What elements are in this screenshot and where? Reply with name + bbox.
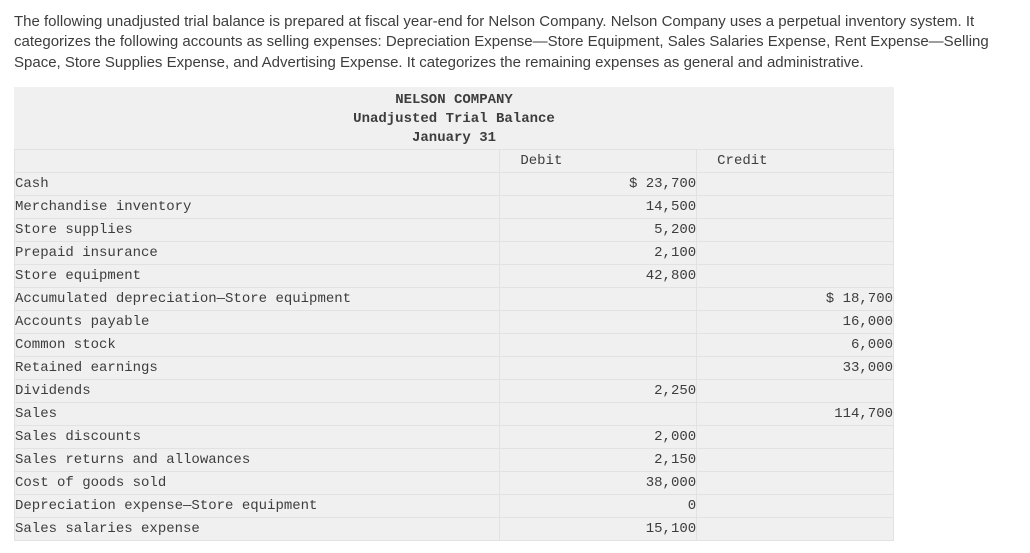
credit-cell <box>697 173 894 196</box>
debit-cell: 15,100 <box>500 518 697 541</box>
debit-cell: $ 23,700 <box>500 173 697 196</box>
debit-cell <box>500 288 697 311</box>
debit-cell: 2,100 <box>500 242 697 265</box>
credit-cell <box>697 518 894 541</box>
table-row: Dividends2,250 <box>15 380 894 403</box>
account-label: Retained earnings <box>15 357 500 380</box>
account-label: Merchandise inventory <box>15 196 500 219</box>
trial-balance-table: Debit Credit Cash$ 23,700Merchandise inv… <box>14 149 894 541</box>
credit-cell: 33,000 <box>697 357 894 380</box>
credit-header: Credit <box>697 150 894 173</box>
table-row: Sales returns and allowances2,150 <box>15 449 894 472</box>
debit-cell: 2,000 <box>500 426 697 449</box>
table-row: Merchandise inventory14,500 <box>15 196 894 219</box>
credit-cell <box>697 380 894 403</box>
account-label: Sales discounts <box>15 426 500 449</box>
credit-cell <box>697 426 894 449</box>
table-row: Store equipment42,800 <box>15 265 894 288</box>
table-row: Sales 114,700 <box>15 403 894 426</box>
credit-cell: $ 18,700 <box>697 288 894 311</box>
account-label: Prepaid insurance <box>15 242 500 265</box>
trial-balance-container: NELSON COMPANY Unadjusted Trial Balance … <box>14 87 894 542</box>
credit-cell <box>697 449 894 472</box>
statement-title: Unadjusted Trial Balance <box>14 110 894 129</box>
table-row: Depreciation expense—Store equipment0 <box>15 495 894 518</box>
credit-cell: 114,700 <box>697 403 894 426</box>
debit-header: Debit <box>500 150 697 173</box>
account-label: Store equipment <box>15 265 500 288</box>
debit-cell <box>500 403 697 426</box>
account-label: Store supplies <box>15 219 500 242</box>
debit-cell <box>500 357 697 380</box>
trial-balance-header: NELSON COMPANY Unadjusted Trial Balance … <box>14 87 894 150</box>
table-row: Cost of goods sold38,000 <box>15 472 894 495</box>
table-row: Sales discounts2,000 <box>15 426 894 449</box>
account-label: Sales <box>15 403 500 426</box>
table-header-row: Debit Credit <box>15 150 894 173</box>
table-row: Prepaid insurance2,100 <box>15 242 894 265</box>
credit-cell: 6,000 <box>697 334 894 357</box>
credit-cell <box>697 196 894 219</box>
blank-header <box>15 150 500 173</box>
account-label: Depreciation expense—Store equipment <box>15 495 500 518</box>
table-row: Sales salaries expense15,100 <box>15 518 894 541</box>
debit-cell: 5,200 <box>500 219 697 242</box>
table-row: Cash$ 23,700 <box>15 173 894 196</box>
account-label: Cash <box>15 173 500 196</box>
debit-cell <box>500 334 697 357</box>
table-row: Accumulated depreciation—Store equipment… <box>15 288 894 311</box>
debit-cell: 14,500 <box>500 196 697 219</box>
account-label: Accounts payable <box>15 311 500 334</box>
account-label: Sales salaries expense <box>15 518 500 541</box>
credit-cell <box>697 242 894 265</box>
credit-cell <box>697 495 894 518</box>
statement-date: January 31 <box>14 129 894 148</box>
table-row: Accounts payable 16,000 <box>15 311 894 334</box>
debit-cell: 0 <box>500 495 697 518</box>
intro-paragraph: The following unadjusted trial balance i… <box>14 12 1016 73</box>
debit-cell <box>500 311 697 334</box>
credit-cell: 16,000 <box>697 311 894 334</box>
debit-cell: 38,000 <box>500 472 697 495</box>
debit-cell: 2,250 <box>500 380 697 403</box>
credit-cell <box>697 265 894 288</box>
credit-cell <box>697 472 894 495</box>
account-label: Cost of goods sold <box>15 472 500 495</box>
credit-cell <box>697 219 894 242</box>
debit-cell: 42,800 <box>500 265 697 288</box>
account-label: Accumulated depreciation—Store equipment <box>15 288 500 311</box>
account-label: Sales returns and allowances <box>15 449 500 472</box>
table-row: Retained earnings 33,000 <box>15 357 894 380</box>
account-label: Dividends <box>15 380 500 403</box>
table-row: Common stock 6,000 <box>15 334 894 357</box>
debit-cell: 2,150 <box>500 449 697 472</box>
table-row: Store supplies5,200 <box>15 219 894 242</box>
account-label: Common stock <box>15 334 500 357</box>
company-name: NELSON COMPANY <box>14 91 894 110</box>
